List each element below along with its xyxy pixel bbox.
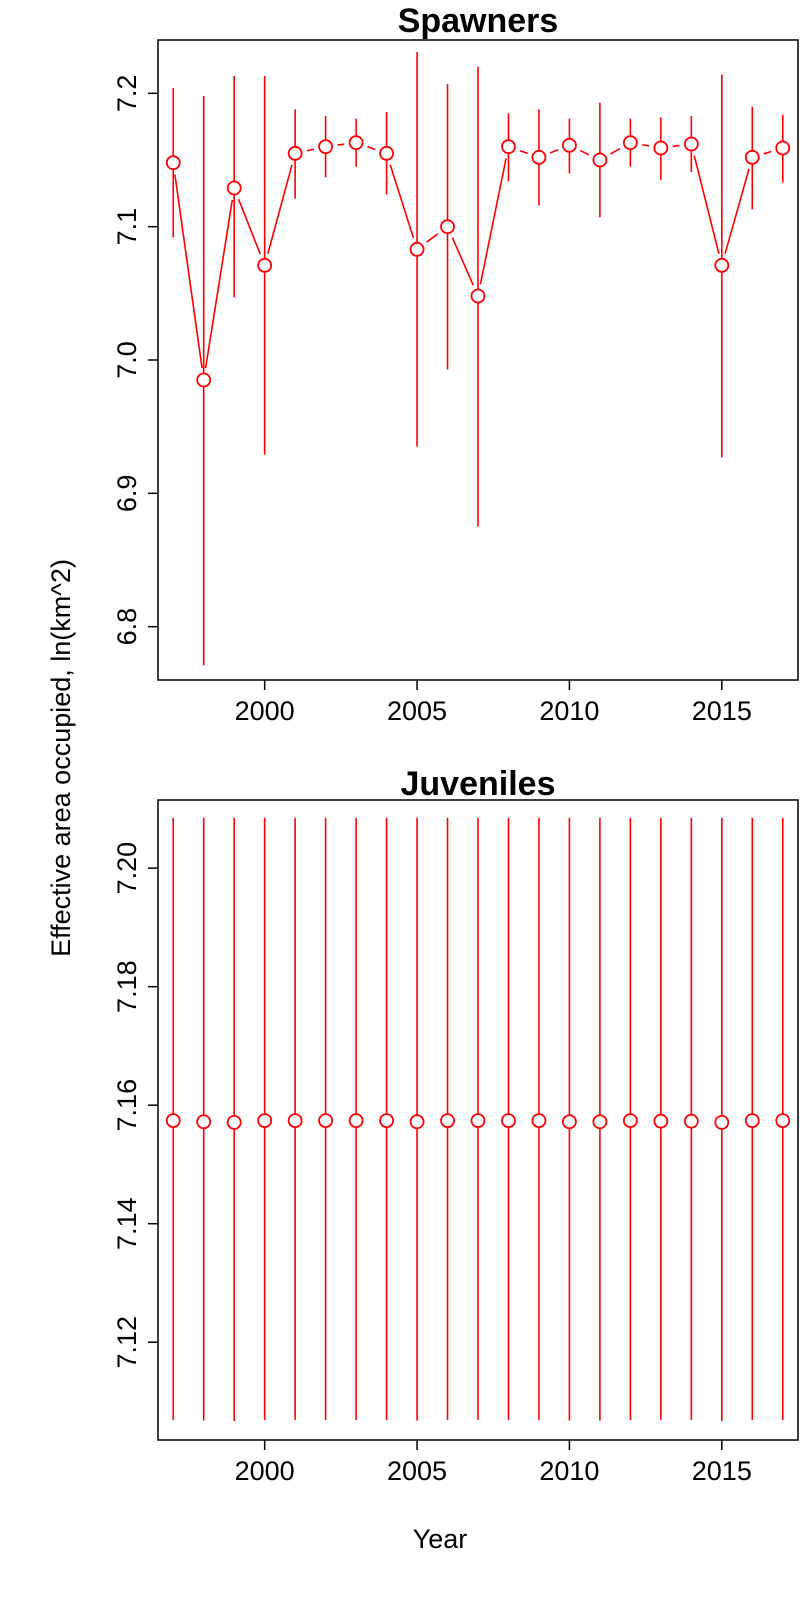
juveniles-data-point [318, 1113, 334, 1128]
spawners-data-point [165, 155, 181, 171]
spawners-series-line-segment [451, 237, 474, 286]
spawners-series-line-segment [579, 149, 590, 156]
x-axis-label: Year [413, 1524, 468, 1554]
y-axis-label: Effective area occupied, ln(km^2) [46, 559, 76, 957]
spawners-data-point [562, 137, 577, 153]
juveniles-data-point [531, 1113, 547, 1128]
juveniles-plot-frame [157, 799, 799, 1441]
spawners-series-line-segment [306, 148, 315, 152]
spawners-series-line-segment [337, 143, 345, 146]
spawners-series-line-segment [549, 148, 559, 154]
spawners-series-line-segment [426, 233, 439, 243]
juveniles-y-tick-label: 7.12 [112, 1316, 142, 1369]
juveniles-panel: Juveniles 2000 2005 2010 2015 7.12 7.14 7.16 7.1… [112, 765, 799, 1486]
juveniles-x-tick-label: 2015 [692, 1456, 752, 1486]
spawners-data-point [440, 219, 455, 235]
spawners-data-point [653, 140, 669, 156]
spawners-series-line-segment [237, 198, 262, 255]
spawners-series-line-segment [763, 150, 772, 155]
juveniles-y-tick-label: 7.20 [112, 842, 142, 895]
spawners-series-line-segment [389, 164, 415, 239]
spawners-series-line-segment [367, 145, 376, 151]
spawners-y-tick-label: 6.9 [112, 475, 142, 513]
juveniles-data-point [470, 1113, 486, 1128]
spawners-y-tick-label: 7.0 [112, 341, 142, 379]
spawners-series-line-segment [479, 158, 507, 285]
spawners-series-line-segment [724, 168, 750, 255]
juveniles-data-point [165, 1113, 181, 1128]
spawners-series-line-segment [693, 155, 720, 254]
juveniles-data-point [226, 1114, 242, 1130]
juveniles-y-tick-label: 7.18 [112, 960, 142, 1013]
spawners-x-tick-label: 2000 [235, 696, 295, 726]
spawners-series-line-segment [267, 164, 293, 254]
spawners-data-point [683, 136, 699, 152]
spawners-panel: Spawners 2000 2005 2010 2015 6.8 6.9 7.0 7.1 7.2 [112, 2, 799, 726]
spawners-data-point [348, 135, 364, 151]
spawners-data-point [714, 257, 730, 273]
juveniles-x-tick-label: 2000 [235, 1456, 295, 1486]
spawners-data-point [226, 180, 242, 196]
juveniles-data-point [775, 1113, 791, 1128]
juveniles-data-point [562, 1114, 577, 1130]
juveniles-x-tick-label: 2005 [387, 1456, 447, 1486]
spawners-data-point [592, 152, 608, 168]
spawners-data-point [470, 288, 486, 304]
juveniles-data-point [287, 1113, 303, 1128]
juveniles-data-point [348, 1113, 364, 1128]
spawners-x-tick-label: 2015 [692, 696, 752, 726]
juveniles-data-point [196, 1114, 212, 1130]
juveniles-data-point [744, 1113, 760, 1128]
juveniles-data-point [379, 1113, 394, 1128]
juveniles-y-tick-label: 7.14 [112, 1197, 142, 1250]
spawners-series-line-segment [519, 149, 528, 155]
juveniles-data-point [653, 1113, 669, 1129]
juveniles-data-point [622, 1113, 638, 1128]
juveniles-data-point [257, 1113, 273, 1128]
juveniles-data-point [714, 1114, 730, 1130]
spawners-data-point [196, 372, 212, 388]
spawners-y-tick-label: 7.1 [112, 208, 142, 246]
spawners-series-line-segment [204, 199, 234, 369]
spawners-x-tick-label: 2005 [387, 696, 447, 726]
spawners-y-tick-label: 6.8 [112, 608, 142, 646]
spawners-series-line-segment [672, 144, 680, 148]
juveniles-data-point [592, 1114, 608, 1130]
spawners-series-line-segment [642, 143, 650, 147]
spawners-data-point [744, 149, 760, 165]
spawners-y-tick-label: 7.2 [112, 75, 142, 113]
juveniles-y-tick-label: 7.16 [112, 1079, 142, 1132]
spawners-data-point [287, 145, 303, 161]
spawners-data-point [622, 135, 638, 151]
spawners-data-point [531, 149, 547, 165]
juveniles-data-point [440, 1113, 455, 1128]
spawners-data-point [257, 257, 273, 273]
spawners-data-point [318, 139, 334, 155]
juveniles-data-point [409, 1114, 425, 1130]
spawners-x-tick-label: 2010 [539, 696, 599, 726]
spawners-data-point [501, 139, 516, 155]
spawners-title: Spawners [398, 2, 559, 40]
juveniles-data-point [683, 1113, 699, 1129]
juveniles-data-point [501, 1113, 516, 1128]
spawners-data-point [379, 145, 394, 161]
spawners-series-line-segment [174, 174, 203, 369]
spawners-series-line-segment [609, 147, 621, 155]
juveniles-x-tick-label: 2010 [539, 1456, 599, 1486]
juveniles-title: Juveniles [401, 765, 556, 803]
spawners-data-point [775, 140, 791, 156]
spawners-data-point [409, 241, 425, 257]
